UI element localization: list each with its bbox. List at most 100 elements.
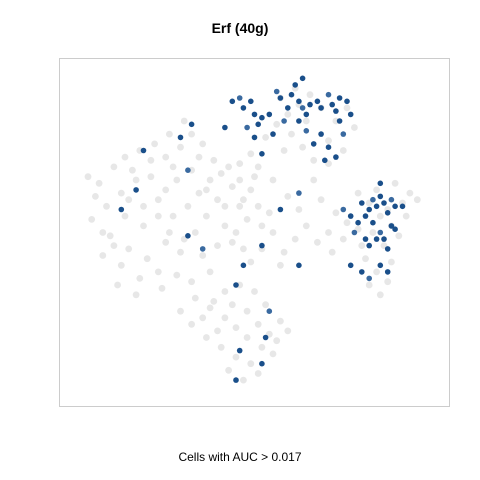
background-cell-point (262, 301, 269, 309)
plot-frame (59, 58, 450, 407)
active-cell-point (296, 98, 302, 105)
active-cell-point (344, 98, 350, 105)
background-cell-point (169, 163, 177, 171)
background-cell-point (258, 222, 266, 230)
active-cell-point (384, 269, 391, 275)
background-cell-point (365, 281, 373, 289)
active-cell-point (377, 262, 384, 269)
background-cell-point (121, 153, 129, 161)
background-cell-point (173, 176, 181, 184)
background-cell-point (136, 275, 144, 282)
active-cell-point (381, 236, 387, 242)
background-cell-point (284, 327, 292, 335)
background-cell-point (280, 147, 288, 154)
active-cell-point (259, 360, 265, 367)
background-cell-point (169, 212, 177, 220)
background-cell-point (277, 261, 284, 269)
background-cell-point (210, 298, 218, 305)
background-cell-point (328, 248, 336, 256)
active-cell-point (303, 111, 310, 118)
background-cell-point (203, 212, 210, 220)
background-cell-point (162, 238, 170, 246)
active-cell-point (336, 118, 343, 124)
background-cell-point (258, 343, 266, 351)
active-cell-point (347, 262, 354, 269)
active-cell-point (222, 124, 228, 131)
background-cell-point (114, 281, 121, 289)
active-cell-point (266, 111, 273, 118)
background-cell-point (273, 337, 281, 345)
active-cell-point (314, 98, 321, 105)
background-cell-point (247, 360, 255, 368)
active-cell-point (177, 134, 184, 141)
background-cell-point (299, 143, 306, 151)
active-cell-point (281, 118, 287, 124)
background-cell-point (151, 140, 159, 148)
active-cell-point (340, 206, 347, 213)
background-cell-point (369, 229, 377, 236)
background-cell-point (177, 307, 184, 315)
background-cell-point (188, 278, 196, 286)
background-cell-point (254, 202, 262, 210)
active-cell-point (244, 124, 250, 131)
background-cell-point (103, 202, 110, 210)
active-cell-point (248, 98, 254, 105)
background-cell-point (117, 261, 125, 269)
background-cell-point (166, 229, 173, 236)
active-cell-point (292, 82, 299, 88)
active-cell-point (233, 282, 239, 288)
active-cell-point (370, 196, 376, 203)
background-cell-point (317, 196, 325, 204)
background-cell-point (195, 153, 203, 161)
active-cell-point (277, 95, 284, 101)
background-cell-point (243, 334, 251, 341)
active-cell-point (366, 206, 373, 213)
background-cell-point (306, 91, 314, 99)
background-cell-point (140, 202, 147, 210)
background-cell-point (143, 255, 151, 263)
active-cell-point (325, 91, 332, 98)
background-cell-point (162, 186, 170, 194)
active-cell-point (359, 200, 365, 206)
background-cell-point (206, 268, 214, 276)
active-cell-point (296, 190, 302, 196)
background-cell-point (376, 212, 384, 220)
active-cell-point (377, 180, 384, 187)
background-cell-point (236, 160, 244, 168)
active-cell-point (388, 223, 395, 229)
background-cell-point (125, 245, 133, 253)
background-cell-point (269, 350, 277, 358)
background-cell-point (173, 271, 181, 279)
active-cell-point (392, 226, 398, 232)
active-cell-point (340, 131, 347, 137)
background-cell-point (147, 173, 155, 181)
active-cell-point (355, 219, 361, 226)
background-cell-point (373, 268, 380, 276)
background-cell-point (106, 232, 114, 240)
background-cell-point (99, 229, 107, 236)
active-cell-point (255, 121, 261, 128)
background-cell-point (110, 163, 118, 171)
active-cell-point (133, 187, 139, 193)
background-cell-point (88, 216, 96, 223)
active-cell-point (285, 105, 291, 111)
background-cell-point (288, 130, 295, 138)
background-cell-point (95, 179, 103, 187)
active-cell-point (277, 206, 284, 213)
active-cell-point (318, 131, 324, 137)
active-cell-point (185, 233, 191, 239)
background-cell-point (265, 209, 273, 217)
active-cell-point (236, 95, 243, 101)
active-cell-point (233, 377, 239, 383)
background-cell-point (284, 193, 292, 200)
background-cell-point (158, 284, 166, 292)
active-cell-point (270, 131, 276, 137)
background-cell-point (406, 189, 414, 197)
active-cells (118, 75, 406, 383)
active-cell-point (333, 154, 339, 160)
background-cell-point (154, 212, 162, 220)
background-cell-point (177, 248, 184, 256)
background-cell-point (221, 314, 229, 322)
background-cell-point (214, 196, 221, 204)
